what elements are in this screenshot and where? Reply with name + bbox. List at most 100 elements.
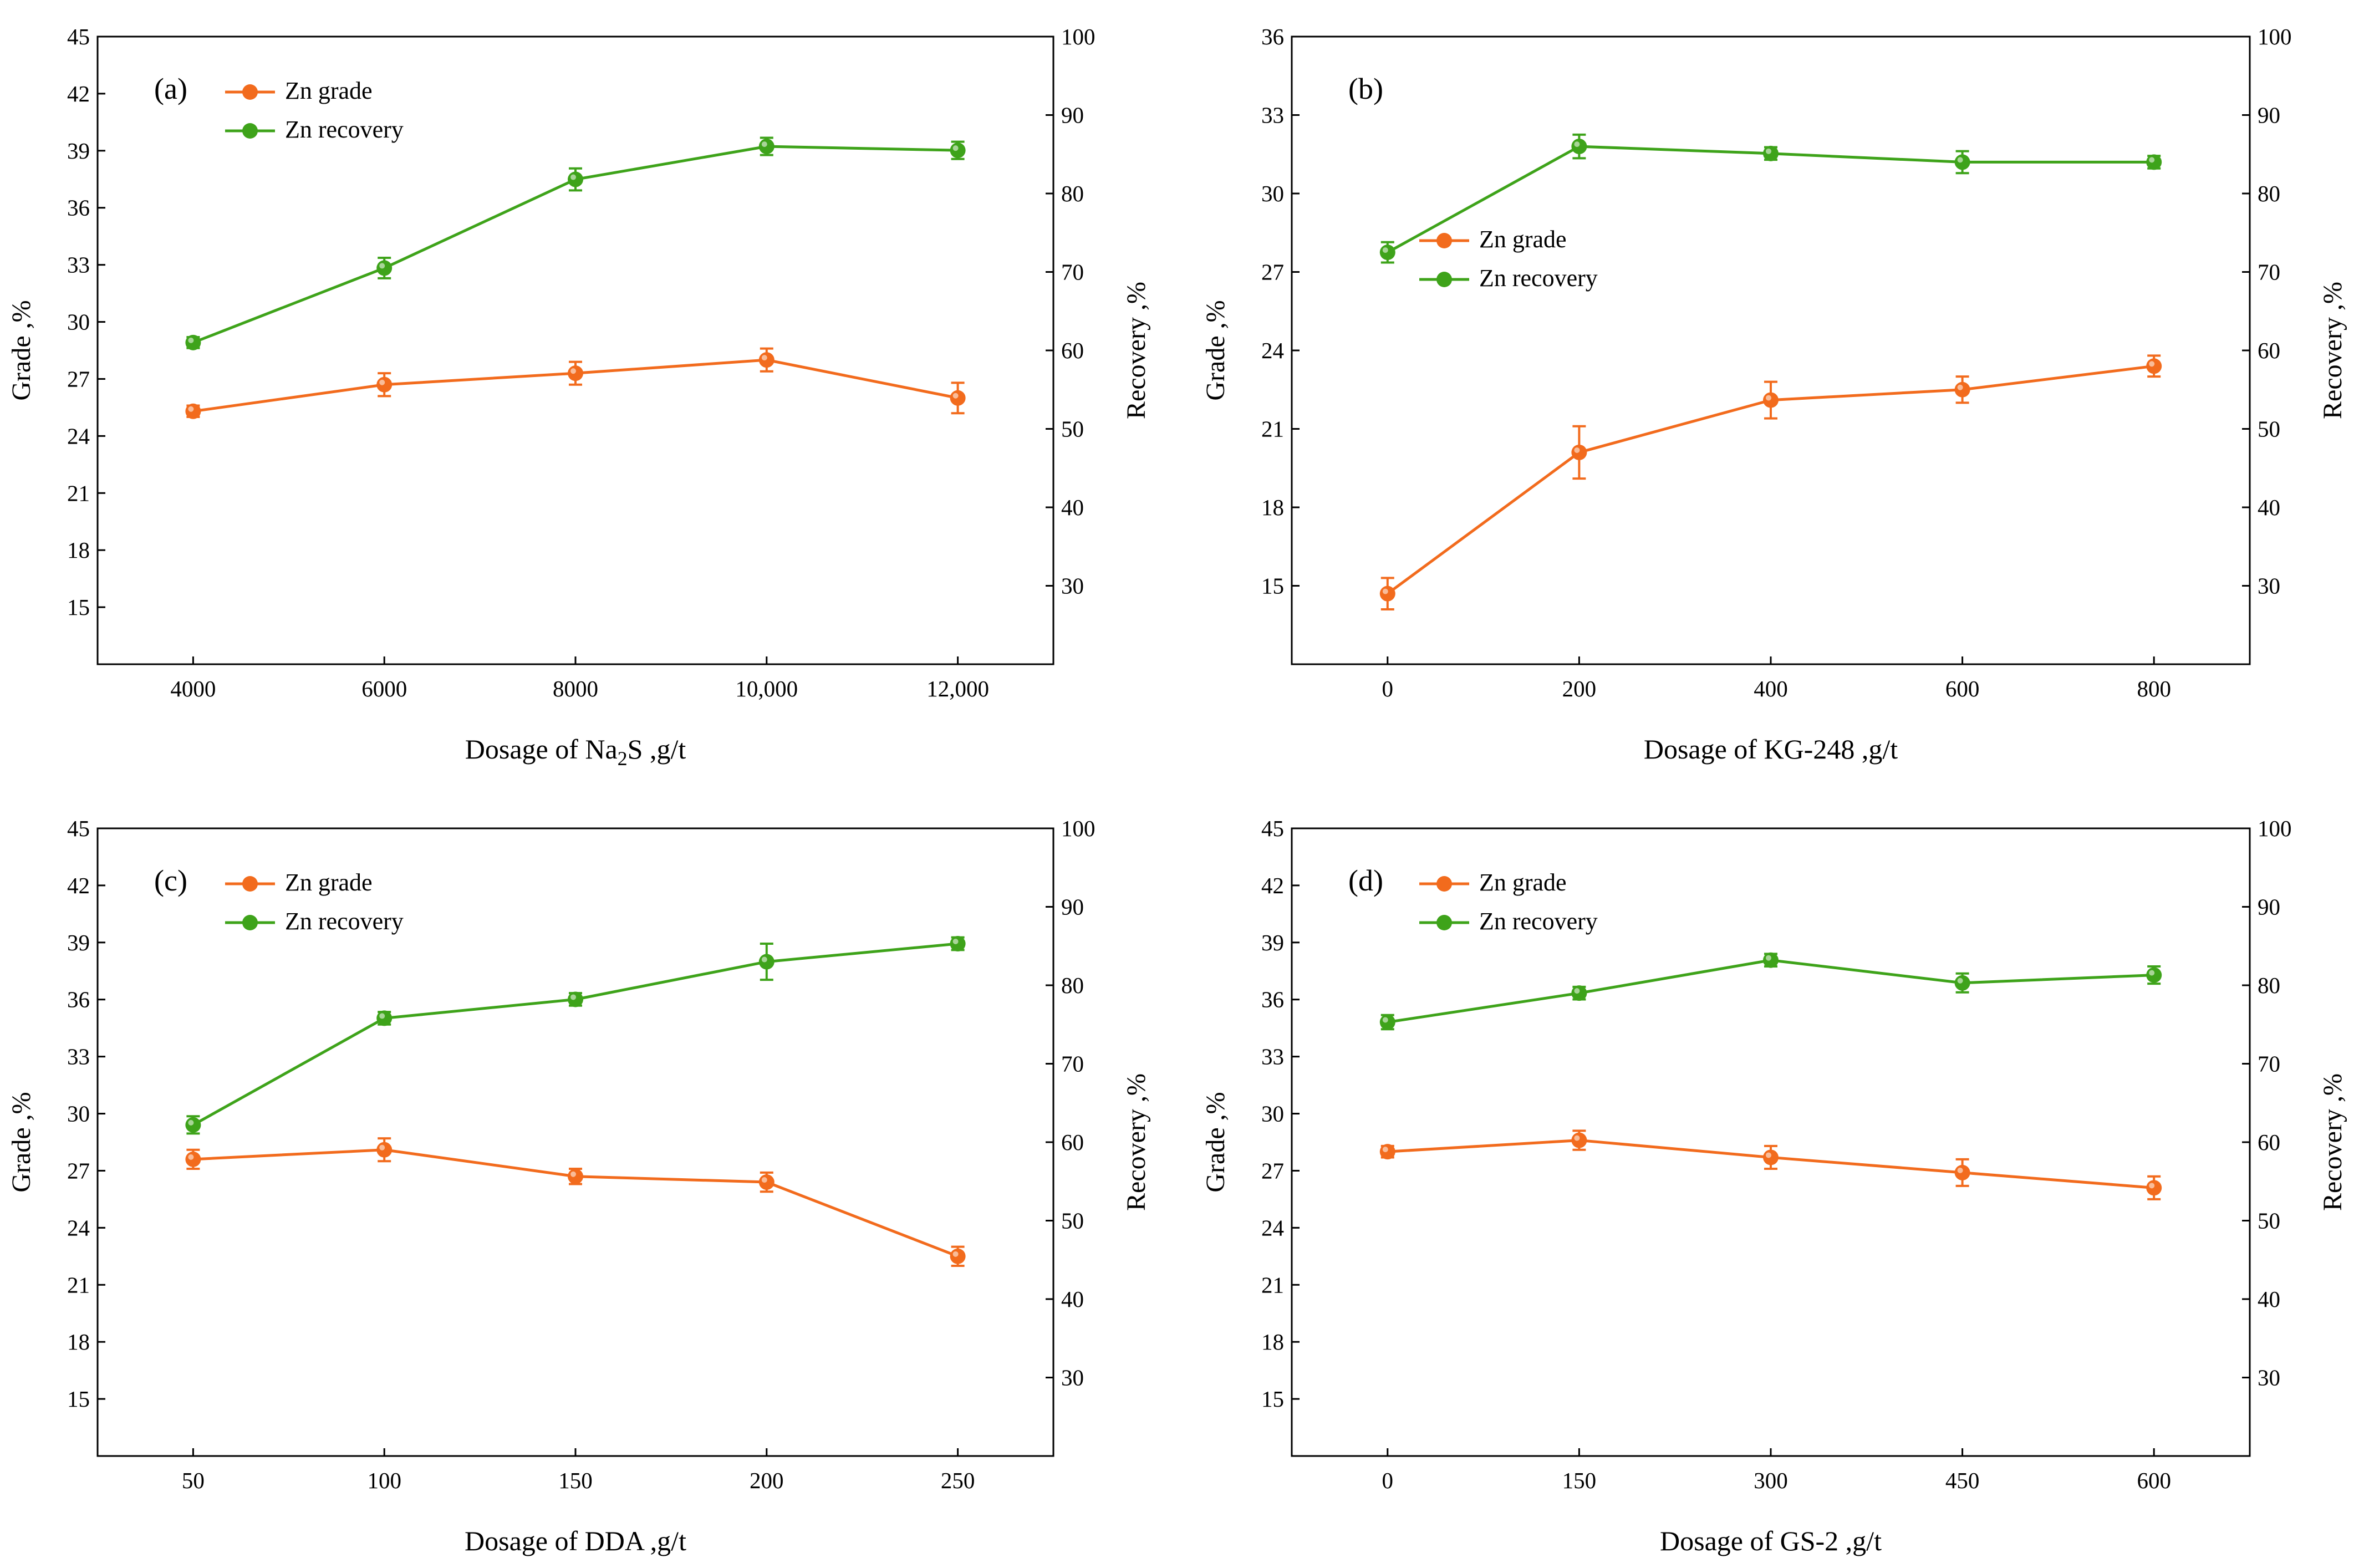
x-tick-label: 0 <box>1382 676 1394 701</box>
data-point-highlight <box>379 1013 385 1019</box>
legend-marker-recovery <box>242 915 258 930</box>
data-point-highlight <box>1382 247 1388 253</box>
data-point-highlight <box>379 263 385 269</box>
right-tick-label: 90 <box>2258 103 2280 128</box>
x-tick-label: 200 <box>1562 676 1597 701</box>
left-tick-label: 24 <box>1261 1215 1284 1240</box>
y2-axis-title: Recovery ,% <box>1122 282 1151 419</box>
right-tick-label: 100 <box>1061 816 1096 841</box>
data-point-grade <box>1571 444 1587 460</box>
left-tick-label: 33 <box>1261 1044 1284 1070</box>
left-tick-label: 33 <box>67 1044 90 1070</box>
data-point-grade <box>758 1174 775 1190</box>
x-tick-label: 150 <box>558 1468 593 1493</box>
x-tick-label: 8000 <box>553 676 598 701</box>
data-point-recovery <box>185 334 201 350</box>
chart-panel-c: 15 18 21 24 27 30 33 36 39 42 45 30 40 50 60 70 80 90 100 5… <box>7 816 1151 1556</box>
data-point-grade <box>1954 1164 1970 1180</box>
chart-panel-d: 15 18 21 24 27 30 33 36 39 42 45 30 40 50 60 70 80 90 100 0… <box>1201 816 2347 1556</box>
data-point-highlight <box>1382 588 1388 594</box>
data-point-highlight <box>1766 395 1771 401</box>
right-tick-label: 30 <box>2258 1365 2280 1391</box>
legend-label-grade: Zn grade <box>1479 226 1567 253</box>
data-point-highlight <box>188 1119 194 1126</box>
legend-label-grade: Zn grade <box>285 77 373 104</box>
x-tick-label: 450 <box>1945 1468 1980 1493</box>
x-axis-title-main: Dosage of Na <box>465 734 618 765</box>
y2-axis-title: Recovery ,% <box>1122 1073 1151 1211</box>
data-point-highlight <box>188 406 194 412</box>
right-tick-label: 40 <box>2258 1286 2280 1312</box>
left-tick-label: 36 <box>67 987 90 1012</box>
chart-panel-b: 15 18 21 24 27 30 33 36 30 40 50 60 70 80 90 100 0 200 400… <box>1201 24 2347 765</box>
right-tick-label: 60 <box>1061 1129 1084 1155</box>
left-tick-label: 18 <box>1261 1329 1284 1355</box>
data-point-highlight <box>1766 955 1771 961</box>
legend-label-recovery: Zn recovery <box>1479 908 1598 935</box>
left-tick-label: 18 <box>1261 495 1284 520</box>
left-tick-label: 42 <box>1261 873 1284 898</box>
data-point-highlight <box>1574 988 1580 994</box>
x-tick-label: 300 <box>1754 1468 1788 1493</box>
left-tick-label: 27 <box>67 1158 90 1183</box>
data-point-highlight <box>761 1177 767 1183</box>
left-tick-label: 30 <box>67 309 90 335</box>
left-tick-label: 45 <box>1261 816 1284 841</box>
series-line-grade <box>193 1148 959 1258</box>
right-tick-label: 100 <box>2258 816 2292 841</box>
right-tick-label: 50 <box>1061 416 1084 442</box>
left-tick-label: 18 <box>67 1329 90 1355</box>
data-point-recovery <box>568 991 583 1007</box>
left-tick-label: 15 <box>1261 1386 1284 1412</box>
legend-marker-grade <box>1436 233 1452 248</box>
left-tick-label: 24 <box>67 1215 90 1240</box>
right-tick-label: 60 <box>2258 1129 2280 1155</box>
data-point-highlight <box>2149 361 2155 367</box>
x-tick-label: 10,000 <box>735 676 798 701</box>
data-point-grade <box>1379 586 1395 602</box>
data-point-grade <box>1954 381 1970 398</box>
right-tick-label: 50 <box>2258 416 2280 442</box>
data-point-recovery <box>1571 985 1587 1001</box>
x-tick-label: 250 <box>941 1468 975 1493</box>
data-point-recovery <box>1763 145 1779 161</box>
data-point-highlight <box>570 174 576 180</box>
y-axis-title: Grade ,% <box>1201 300 1230 400</box>
right-tick-label: 70 <box>2258 1051 2280 1077</box>
data-point-highlight <box>1382 1017 1388 1023</box>
data-point-highlight <box>952 939 959 945</box>
data-point-grade <box>1763 392 1779 408</box>
right-tick-label: 40 <box>1061 1286 1084 1312</box>
data-point-highlight <box>570 994 576 1000</box>
right-tick-label: 100 <box>1061 24 1096 49</box>
data-point-highlight <box>761 355 767 361</box>
data-point-highlight <box>1574 1135 1580 1141</box>
data-point-highlight <box>1382 1147 1388 1153</box>
y-axis-title: Grade ,% <box>7 300 36 400</box>
right-tick-label: 70 <box>2258 259 2280 285</box>
left-tick-label: 36 <box>1261 24 1284 49</box>
y2-axis-title: Recovery ,% <box>2318 1073 2347 1211</box>
left-tick-label: 39 <box>67 138 90 164</box>
x-axis-title: Dosage of KG-248 ,g/t <box>1644 734 1898 765</box>
y-axis-title: Grade ,% <box>7 1092 36 1192</box>
data-point-grade <box>2146 1180 2162 1196</box>
left-tick-label: 30 <box>67 1101 90 1127</box>
legend-marker-recovery <box>242 123 258 139</box>
right-tick-label: 80 <box>1061 181 1084 206</box>
data-point-highlight <box>1957 157 1963 163</box>
x-axis-title: Dosage of Na2S ,g/t <box>465 734 686 770</box>
left-tick-label: 27 <box>67 366 90 391</box>
right-tick-label: 50 <box>2258 1208 2280 1234</box>
data-point-grade <box>2146 358 2162 374</box>
x-axis-title-main: Dosage of KG-248 ,g/t <box>1644 734 1898 765</box>
left-tick-label: 42 <box>67 81 90 106</box>
data-point-highlight <box>761 141 767 147</box>
panel-label: (b) <box>1348 72 1383 105</box>
data-point-highlight <box>1574 141 1580 147</box>
data-point-grade <box>376 376 393 393</box>
left-tick-label: 36 <box>1261 987 1284 1012</box>
right-tick-label: 50 <box>1061 1208 1084 1234</box>
left-tick-label: 15 <box>1261 573 1284 599</box>
right-tick-label: 30 <box>1061 573 1084 599</box>
